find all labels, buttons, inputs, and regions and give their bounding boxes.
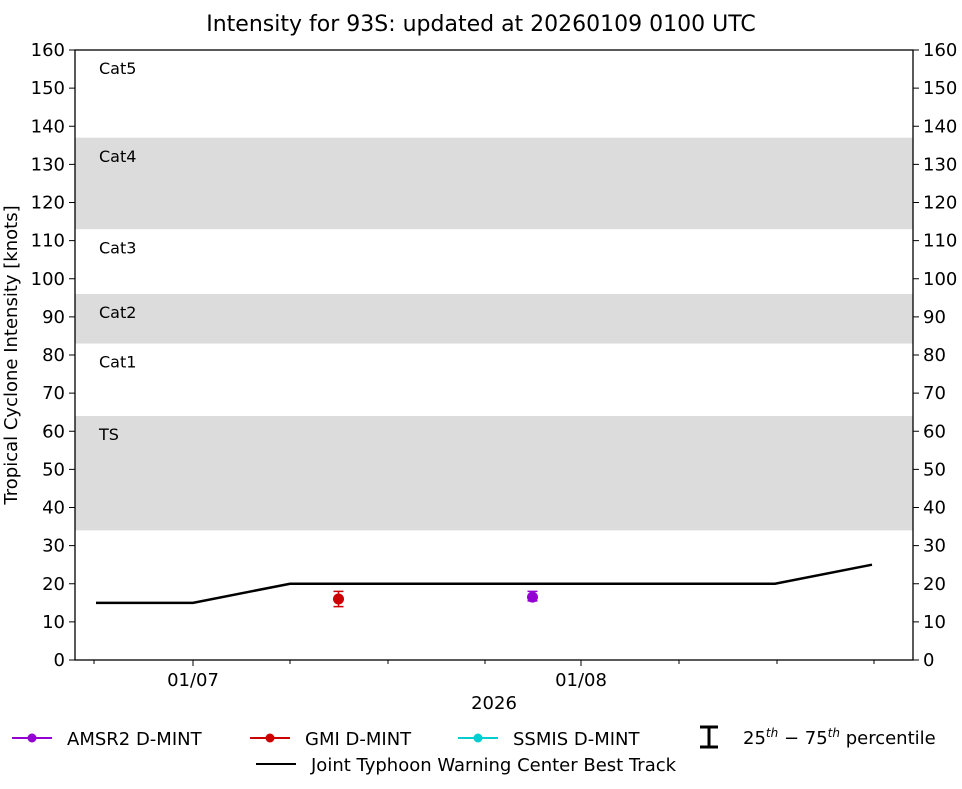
y-tick-label-right: 40 xyxy=(923,498,946,519)
y-tick-label: 40 xyxy=(42,498,65,519)
ssmis-marker-icon xyxy=(473,733,483,743)
x-axis-label: 2026 xyxy=(471,693,517,714)
y-tick-label-right: 150 xyxy=(923,78,957,99)
y-tick-label: 150 xyxy=(31,78,65,99)
legend: AMSR2 D-MINT GMI D-MINT SSMIS D-MINT 25t… xyxy=(12,725,936,776)
y-tick-label: 60 xyxy=(42,421,65,442)
y-tick-label-right: 30 xyxy=(923,536,946,557)
y-tick-label: 160 xyxy=(31,40,65,61)
y-tick-label: 70 xyxy=(42,383,65,404)
y-tick-label: 30 xyxy=(42,536,65,557)
y-tick-label-right: 110 xyxy=(923,231,957,252)
band-cat2 xyxy=(75,294,913,344)
y-axis-label: Tropical Cyclone Intensity [knots] xyxy=(1,205,22,505)
svg-text:GMI D-MINT: GMI D-MINT xyxy=(305,729,412,750)
category-bands xyxy=(75,137,913,531)
y-tick-label-right: 20 xyxy=(923,574,946,595)
y-tick-label-right: 80 xyxy=(923,345,946,366)
y-tick-label: 110 xyxy=(31,231,65,252)
y-tick-label-right: 100 xyxy=(923,269,957,290)
category-labels: TS Cat1 Cat2 Cat3 Cat4 Cat5 xyxy=(98,59,136,444)
y-tick-label-right: 90 xyxy=(923,307,946,328)
y-tick-label: 10 xyxy=(42,612,65,633)
y-tick-label-right: 120 xyxy=(923,193,957,214)
legend-percentile: 25th − 75th percentile xyxy=(700,725,936,749)
y-tick-label-right: 60 xyxy=(923,421,946,442)
y-tick-label: 130 xyxy=(31,154,65,175)
band-ts xyxy=(75,416,913,531)
chart-title: Intensity for 93S: updated at 20260109 0… xyxy=(206,12,756,37)
y-tick-label: 120 xyxy=(31,193,65,214)
legend-best-track: Joint Typhoon Warning Center Best Track xyxy=(256,755,677,776)
gmi-marker-icon xyxy=(265,733,275,743)
y-tick-label: 140 xyxy=(31,116,65,137)
y-tick-label-right: 70 xyxy=(923,383,946,404)
band-label-ts: TS xyxy=(98,425,119,444)
legend-gmi: GMI D-MINT xyxy=(250,729,412,750)
band-label-cat3: Cat3 xyxy=(99,238,136,257)
y-tick-label: 100 xyxy=(31,269,65,290)
data-series xyxy=(96,563,873,608)
x-tick-label: 01/08 xyxy=(555,670,607,691)
best-track-line xyxy=(96,563,873,605)
y-axis: 0 0 10 10 20 20 30 30 40 40 50 50 60 60 70 70 80 80 90 90 10… xyxy=(31,40,958,671)
svg-text:Joint Typhoon Warning Center B: Joint Typhoon Warning Center Best Track xyxy=(310,755,677,776)
errorbar-icon xyxy=(700,725,718,749)
y-tick-label: 50 xyxy=(42,459,65,480)
y-tick-label: 80 xyxy=(42,345,65,366)
band-label-cat2: Cat2 xyxy=(99,303,136,322)
y-tick-label-right: 140 xyxy=(923,116,957,137)
y-tick-label-right: 130 xyxy=(923,154,957,175)
band-label-cat4: Cat4 xyxy=(99,147,136,166)
legend-amsr2: AMSR2 D-MINT xyxy=(12,729,203,750)
data-point xyxy=(333,593,344,605)
y-tick-label-right: 0 xyxy=(923,650,934,671)
y-tick-label: 0 xyxy=(54,650,65,671)
band-label-cat1: Cat1 xyxy=(99,353,136,372)
y-tick-label: 20 xyxy=(42,574,65,595)
x-tick-label: 01/07 xyxy=(167,670,219,691)
y-tick-label-right: 160 xyxy=(923,40,957,61)
band-label-cat5: Cat5 xyxy=(99,59,136,78)
y-tick-label: 90 xyxy=(42,307,65,328)
y-tick-label-right: 50 xyxy=(923,459,946,480)
amsr2-marker-icon xyxy=(27,733,37,743)
x-axis: 01/07 01/08 xyxy=(93,660,875,691)
svg-text:AMSR2 D-MINT: AMSR2 D-MINT xyxy=(67,729,203,750)
band-cat4 xyxy=(75,137,913,230)
y-tick-label-right: 10 xyxy=(923,612,946,633)
legend-ssmis: SSMIS D-MINT xyxy=(458,729,640,750)
data-point xyxy=(527,591,538,603)
svg-text:25th − 75th percentile: 25th − 75th percentile xyxy=(743,726,936,749)
svg-text:SSMIS D-MINT: SSMIS D-MINT xyxy=(513,729,640,750)
